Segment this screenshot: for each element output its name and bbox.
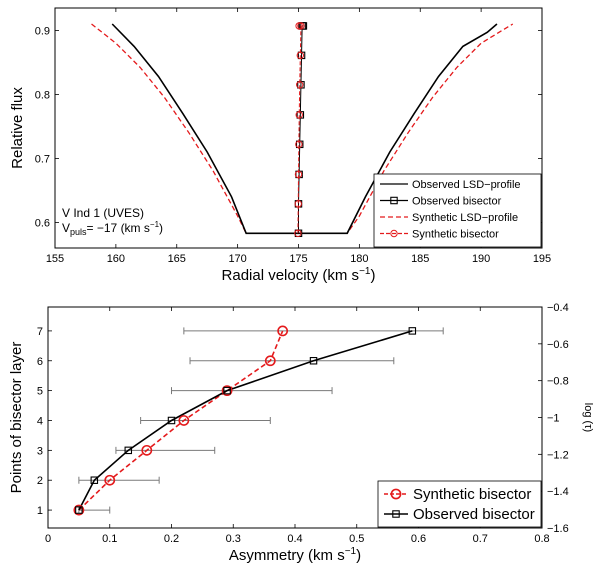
y-tick-label: 2 bbox=[37, 475, 43, 487]
x-axis-label: Asymmetry (km s−1) bbox=[229, 546, 361, 564]
legend-observed-lsd-profile-label: Observed LSD−profile bbox=[412, 179, 521, 191]
synthetic-bisector-point bbox=[104, 474, 116, 486]
y2-tick-label: −0.4 bbox=[547, 302, 569, 314]
x-tick-label: 0.4 bbox=[287, 533, 302, 545]
y2-tick-label: −1.4 bbox=[547, 486, 569, 498]
annotation-subscript: puls bbox=[70, 227, 87, 237]
annotation-star-name: V Ind 1 (UVES) bbox=[62, 206, 144, 220]
x-tick-label: 0 bbox=[45, 533, 51, 545]
y-tick-label: 1 bbox=[37, 505, 43, 517]
x-tick-label: 155 bbox=[46, 253, 64, 265]
x-tick-label: 180 bbox=[350, 253, 368, 265]
annotation-value: = −17 (km s bbox=[87, 221, 150, 235]
synthetic-bisector-point bbox=[296, 81, 304, 89]
legend-observed-bisector-marker bbox=[390, 196, 398, 205]
legend-synthetic-bisector-marker bbox=[390, 488, 402, 500]
y2-axis-label: log (τ) bbox=[582, 403, 594, 432]
synthetic-bisector-point bbox=[295, 111, 303, 119]
x-axis-label-superscript: −1 bbox=[345, 546, 357, 557]
annotation-superscript: −1 bbox=[150, 220, 160, 229]
x-axis-label-end: ) bbox=[356, 547, 361, 564]
y2-tick-label: −1 bbox=[547, 413, 560, 425]
observed-bisector-point bbox=[309, 357, 318, 365]
synthetic-bisector-point bbox=[295, 140, 303, 149]
synthetic-bisector-point bbox=[294, 200, 302, 208]
synthetic-bisector-point bbox=[295, 22, 303, 30]
y-tick-label: 0.9 bbox=[35, 25, 50, 37]
y2-tick-label: −1.6 bbox=[547, 523, 569, 535]
annotation-pulsation-velocity: Vpuls= −17 (km s−1) bbox=[62, 220, 163, 237]
synthetic-bisector-point bbox=[277, 325, 289, 337]
synthetic-bisector-point bbox=[141, 444, 153, 456]
legend-synthetic-lsd-profile-label: Synthetic LSD−profile bbox=[412, 212, 518, 224]
legend-synthetic-bisector-label: Synthetic bisector bbox=[412, 229, 499, 241]
y-tick-label: 7 bbox=[37, 326, 43, 338]
synthetic-bisector-line bbox=[78, 330, 284, 511]
legend-observed-bisector-marker bbox=[392, 510, 400, 518]
x-tick-label: 160 bbox=[107, 253, 125, 265]
x-axis-label-text: Asymmetry (km s bbox=[229, 547, 345, 564]
x-tick-label: 165 bbox=[168, 253, 186, 265]
observed-bisector-point bbox=[90, 476, 99, 484]
observed-bisector-point bbox=[75, 506, 83, 514]
x-tick-label: 0.2 bbox=[164, 533, 179, 545]
y-tick-label: 0.7 bbox=[35, 153, 50, 165]
x-tick-label: 190 bbox=[472, 253, 490, 265]
y-tick-label: 0.6 bbox=[35, 217, 50, 229]
y-tick-label: 0.8 bbox=[35, 89, 50, 101]
y-tick-label: 4 bbox=[37, 415, 43, 427]
x-tick-label: 0.5 bbox=[349, 533, 364, 545]
x-tick-label: 0.3 bbox=[226, 533, 241, 545]
x-tick-label: 195 bbox=[533, 253, 551, 265]
synthetic-bisector-point bbox=[294, 170, 303, 179]
y-tick-label: 5 bbox=[37, 386, 43, 398]
legend-observed-bisector-label: Observed bisector bbox=[413, 506, 535, 523]
y-axis-label: Relative flux bbox=[9, 87, 26, 169]
x-tick-label: 0.6 bbox=[411, 533, 426, 545]
observed-bisector-line bbox=[78, 330, 413, 511]
observed-bisector-point bbox=[408, 327, 417, 335]
observed-lsd-profile-line bbox=[111, 23, 498, 235]
flux-profile-chart: 155 160 165 170 175 180 185 190 195 0.6 0.7 0.8 0.9 R… bbox=[9, 7, 551, 284]
x-tick-label: 0.1 bbox=[102, 533, 117, 545]
observed-bisector-point bbox=[299, 22, 308, 30]
observed-bisector-point bbox=[223, 386, 231, 395]
x-tick-label: 0.8 bbox=[534, 533, 549, 545]
x-tick-label: 170 bbox=[228, 253, 246, 265]
x-tick-label: 0.7 bbox=[473, 533, 488, 545]
y-tick-label: 3 bbox=[37, 445, 43, 457]
y-axis-label: Points of bisector layer bbox=[8, 342, 25, 494]
legend-synthetic-bisector-label: Synthetic bisector bbox=[413, 486, 531, 503]
x-tick-label: 185 bbox=[411, 253, 429, 265]
observed-bisector-point bbox=[167, 416, 176, 425]
synthetic-bisector-point bbox=[264, 355, 276, 367]
synthetic-bisector-point bbox=[73, 504, 85, 516]
synthetic-bisector-point bbox=[296, 51, 305, 60]
bisector-asymmetry-chart: 0 0.1 0.2 0.3 0.4 0.5 0.6 0.7 0.8 1 2 3 4 5 6 7 −1.6 −1.4… bbox=[8, 302, 594, 564]
observed-bisector-point bbox=[124, 446, 133, 455]
x-axis-label-text: Radial velocity (km s bbox=[222, 267, 360, 284]
legend-box bbox=[373, 173, 542, 248]
y2-tick-label: −0.8 bbox=[547, 376, 569, 388]
synthetic-bisector-point bbox=[221, 385, 233, 397]
synthetic-bisector-line bbox=[297, 25, 302, 234]
y2-tick-label: −1.2 bbox=[547, 449, 569, 461]
synthetic-bisector-point bbox=[294, 229, 302, 237]
legend-synthetic-bisector-marker bbox=[390, 229, 398, 238]
x-tick-label: 175 bbox=[289, 253, 307, 265]
x-axis-label-end: ) bbox=[370, 267, 375, 284]
x-axis-label-superscript: −1 bbox=[359, 266, 371, 277]
x-axis-label: Radial velocity (km s−1) bbox=[222, 266, 376, 284]
legend-observed-bisector-label: Observed bisector bbox=[412, 196, 502, 208]
annotation-v: V bbox=[62, 221, 70, 235]
y2-tick-label: −0.6 bbox=[547, 339, 569, 351]
y-tick-label: 6 bbox=[37, 356, 43, 368]
synthetic-bisector-point bbox=[178, 415, 190, 426]
legend-box bbox=[377, 480, 542, 528]
annotation-end: ) bbox=[159, 221, 163, 235]
